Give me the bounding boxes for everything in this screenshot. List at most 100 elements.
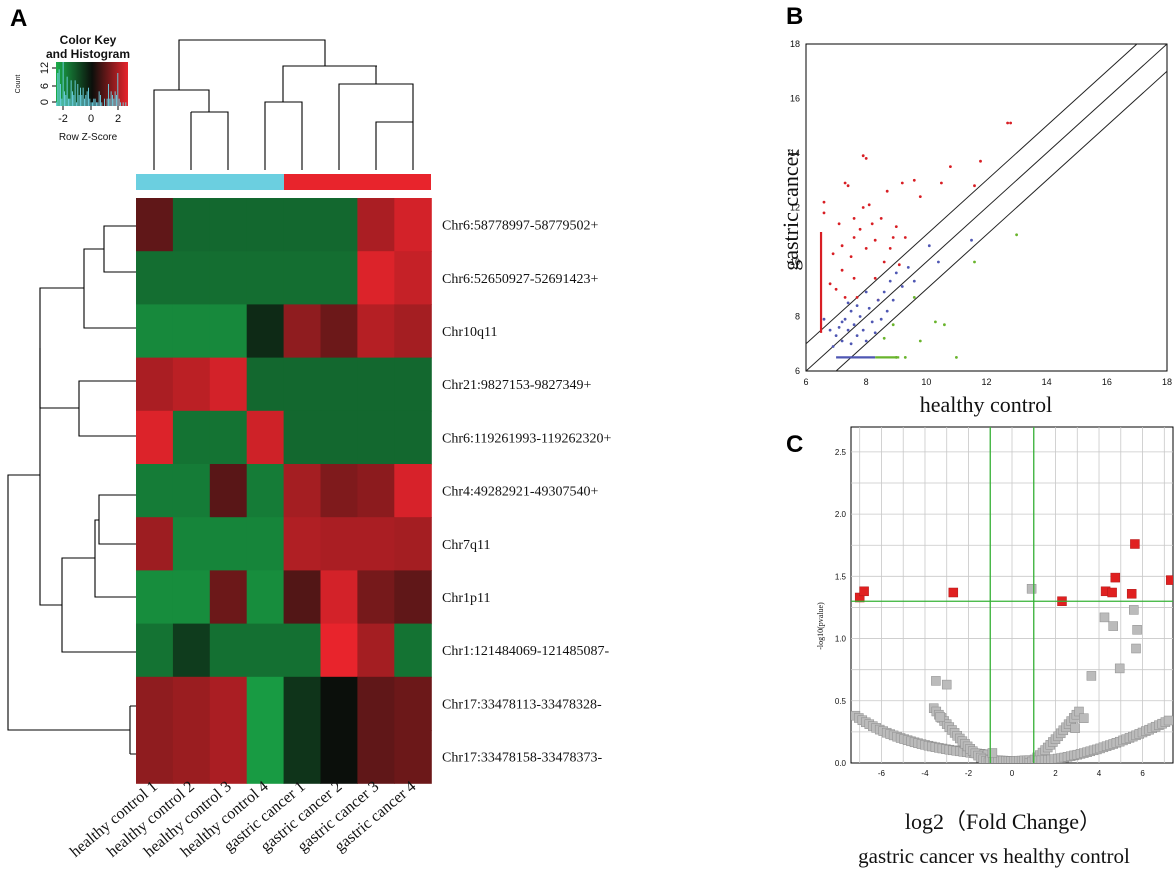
heatmap-cell — [172, 730, 211, 784]
heatmap-cell — [172, 623, 211, 678]
color-key-title-line2: and Histogram — [46, 47, 130, 61]
neutral-point — [885, 309, 889, 313]
histogram-bar — [86, 91, 88, 106]
histogram-bar — [84, 98, 85, 106]
row-label: Chr1:121484069-121485087- — [442, 644, 610, 659]
neutral-point — [837, 326, 841, 329]
volcano-xtick-label: 0 — [1010, 769, 1015, 778]
color-key: Color Key and Histogram -2 0 2 0 6 12 Count R… — [15, 33, 130, 143]
heatmap-cell — [209, 676, 248, 731]
up-point — [861, 154, 865, 158]
heatmap-cell — [136, 623, 174, 678]
nonsignificant-point — [1074, 706, 1084, 717]
up-point — [973, 184, 976, 188]
volcano-panel: -6 -4 -2 0 2 4 6 0.0 0.5 1.0 1.5 2.0 2.5 -log10(pval… — [816, 426, 1174, 868]
heatmap-cell — [136, 198, 174, 252]
heatmap-cell — [246, 676, 285, 731]
significant-point — [948, 587, 959, 598]
histogram-bar — [66, 76, 68, 106]
volcano-xtick-label: 6 — [1140, 769, 1145, 778]
neutral-point — [870, 320, 874, 324]
neutral-point — [891, 298, 895, 302]
heatmap-cell — [394, 623, 432, 678]
color-key-histogram — [56, 62, 127, 106]
heatmap-cell — [394, 251, 432, 305]
up-point — [867, 203, 871, 207]
row-label: Chr1p11 — [442, 591, 490, 606]
heatmap-cell — [172, 304, 211, 359]
heatmap-cell — [357, 357, 395, 412]
up-point — [840, 268, 844, 272]
color-key-ytick-label: 0 — [39, 99, 51, 105]
up-point — [912, 178, 916, 182]
heatmap-cell — [320, 623, 358, 678]
heatmap-cell — [246, 198, 285, 252]
heatmap-cell — [136, 410, 174, 465]
histogram-bar — [57, 73, 59, 106]
up-point — [837, 222, 841, 226]
histogram-bar — [76, 102, 77, 106]
heatmap-cell — [209, 198, 248, 252]
histogram-bar — [78, 95, 80, 106]
heatmap-cell — [394, 464, 432, 518]
neutral-point — [861, 328, 865, 332]
histogram-bar — [96, 102, 97, 106]
histogram-bar — [92, 102, 93, 106]
scatter-xtick-label: 12 — [981, 377, 991, 387]
heatmap-cell — [320, 676, 358, 731]
row-label: Chr10q11 — [442, 325, 497, 340]
panel-label-a: A — [10, 5, 27, 32]
up-point — [828, 282, 832, 286]
volcano-ytick-label: 0.0 — [835, 759, 847, 768]
scatter-xtick-label: 16 — [1102, 377, 1112, 387]
heatmap-cell — [357, 198, 395, 252]
volcano-ytick-label: 1.0 — [835, 635, 847, 644]
scatter-ytick-label: 6 — [795, 366, 800, 376]
down-point — [903, 356, 907, 359]
up-point — [822, 200, 826, 204]
heatmap-cell — [172, 410, 211, 465]
neutral-point — [822, 317, 826, 321]
heatmap-cell — [246, 517, 285, 571]
histogram-bar — [70, 80, 72, 106]
scatter-ytick-label: 16 — [790, 94, 800, 104]
neutral-point — [894, 271, 898, 275]
volcano-xtick-label: 4 — [1097, 769, 1102, 778]
histogram-bar — [85, 95, 87, 106]
heatmap-cell — [136, 357, 174, 412]
nonsignificant-point — [1079, 713, 1089, 723]
histogram-bar — [110, 91, 112, 106]
nonsignificant-point — [1163, 715, 1173, 726]
histogram-bar — [64, 91, 65, 106]
up-point — [861, 206, 865, 209]
nonsignificant-point — [1132, 625, 1142, 635]
row-labels: Chr6:58778997-58779502+ Chr6:52650927-526… — [442, 219, 612, 766]
up-point — [852, 276, 856, 280]
heatmap-cell — [320, 464, 358, 518]
histogram-bar — [117, 73, 119, 106]
neutral-point — [912, 279, 916, 283]
heatmap-cell — [394, 676, 432, 731]
heatmap-cell — [172, 357, 211, 412]
heatmap-cell — [209, 464, 248, 518]
color-key-ticks: -2 0 2 0 6 12 — [39, 62, 121, 125]
row-label: Chr17:33478113-33478328- — [442, 697, 602, 712]
heatmap-cell — [320, 410, 358, 465]
row-label: Chr6:58778997-58779502+ — [442, 219, 599, 234]
heatmap-cell — [357, 517, 395, 571]
row-label: Chr6:52650927-52691423+ — [442, 272, 599, 287]
histogram-bar — [90, 102, 92, 106]
volcano-thresholds — [851, 427, 1173, 763]
heatmap-cell — [172, 676, 211, 731]
heatmap-cell — [283, 676, 322, 731]
heatmap-cell — [357, 410, 395, 465]
heatmap-cell — [209, 730, 248, 784]
histogram-bar — [72, 91, 73, 106]
scatter-points — [819, 121, 1018, 359]
heatmap-cell — [209, 410, 248, 465]
heatmap-cell — [209, 517, 248, 571]
nonsignificant-point — [1026, 584, 1037, 594]
up-point — [864, 247, 868, 250]
nonsignificant-point — [1114, 663, 1125, 674]
panel-label-b: B — [786, 3, 803, 30]
